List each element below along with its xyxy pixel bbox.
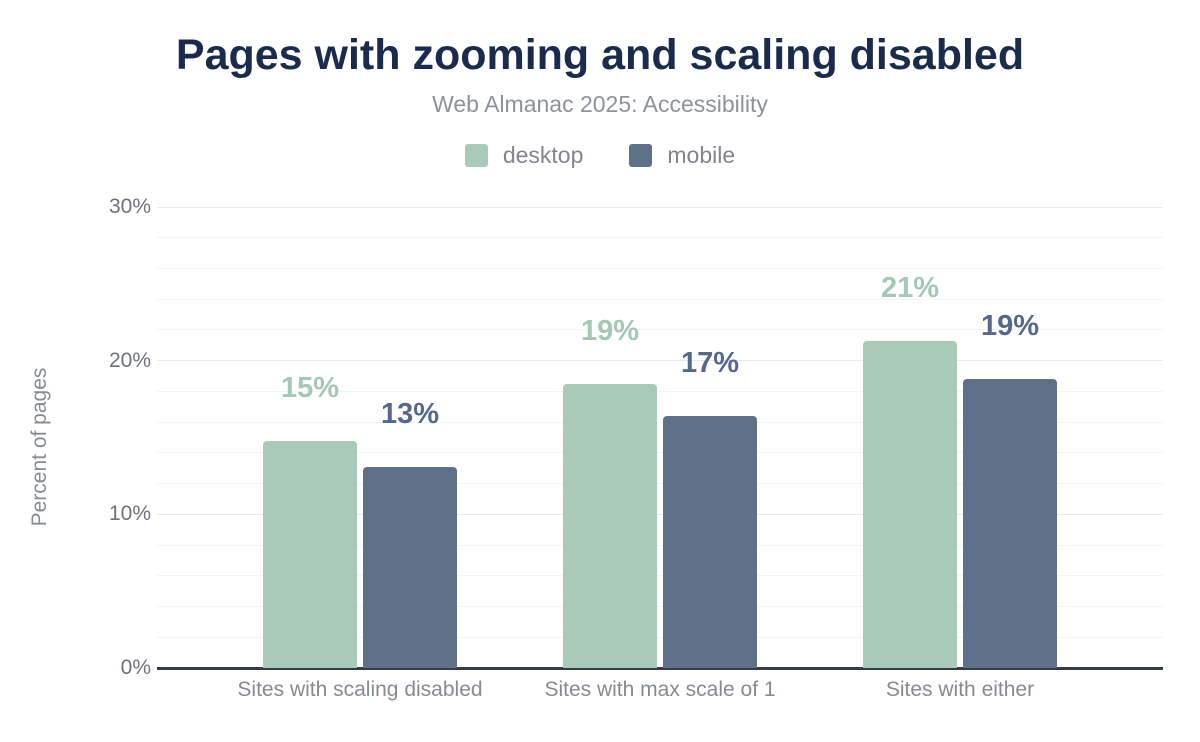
minor-gridline: [157, 636, 1163, 638]
major-gridline: [157, 206, 1163, 208]
x-axis-line: [157, 667, 1163, 670]
legend-label-mobile: mobile: [667, 141, 736, 168]
mobile-bar[interactable]: [663, 416, 757, 668]
minor-gridline: [157, 452, 1163, 454]
plot-area: 0% 10% 20% 30% 15% 19% 21% 13% 17% 19% Sites with …: [109, 196, 1163, 701]
desktop-value-label: 15%: [280, 372, 340, 404]
minor-gridline: [157, 329, 1163, 331]
major-gridline: [157, 360, 1163, 362]
desktop-value-label: 19%: [580, 315, 640, 347]
y-tick-label: 0%: [120, 656, 151, 679]
mobile-value-label: 19%: [980, 310, 1040, 342]
minor-gridline: [157, 421, 1163, 423]
minor-gridline: [157, 237, 1163, 239]
desktop-bar[interactable]: [863, 341, 957, 668]
minor-gridline: [157, 575, 1163, 577]
x-category-label: Sites with max scale of 1: [544, 678, 776, 701]
minor-gridline: [157, 267, 1163, 269]
mobile-bar[interactable]: [963, 379, 1057, 668]
mobile-value-label: 17%: [680, 347, 740, 379]
chart-title: Pages with zooming and scaling disabled: [175, 31, 1025, 79]
legend-item-desktop[interactable]: desktop: [464, 141, 584, 169]
minor-gridline: [157, 483, 1163, 485]
legend: desktop mobile: [0, 142, 1200, 168]
chart-subtitle: Web Almanac 2025: Accessibility: [432, 91, 768, 117]
minor-gridline: [157, 544, 1163, 546]
minor-gridline: [157, 606, 1163, 608]
y-tick-label: 20%: [108, 348, 151, 372]
x-category-label: Sites with scaling disabled: [237, 678, 483, 701]
legend-label-desktop: desktop: [502, 141, 584, 168]
minor-gridline: [157, 298, 1163, 300]
desktop-bar[interactable]: [263, 441, 357, 668]
desktop-value-label: 21%: [880, 272, 940, 304]
y-tick-label: 30%: [108, 195, 151, 218]
major-gridline: [157, 513, 1163, 515]
desktop-swatch-icon: [464, 143, 488, 167]
desktop-bar[interactable]: [563, 384, 657, 668]
mobile-value-label: 13%: [380, 398, 440, 430]
mobile-bar[interactable]: [363, 467, 457, 668]
y-tick-label: 10%: [108, 502, 151, 526]
legend-item-mobile[interactable]: mobile: [629, 142, 735, 169]
minor-gridline: [157, 390, 1163, 392]
x-category-label: Sites with either: [885, 678, 1035, 701]
mobile-swatch-icon: [629, 143, 653, 167]
